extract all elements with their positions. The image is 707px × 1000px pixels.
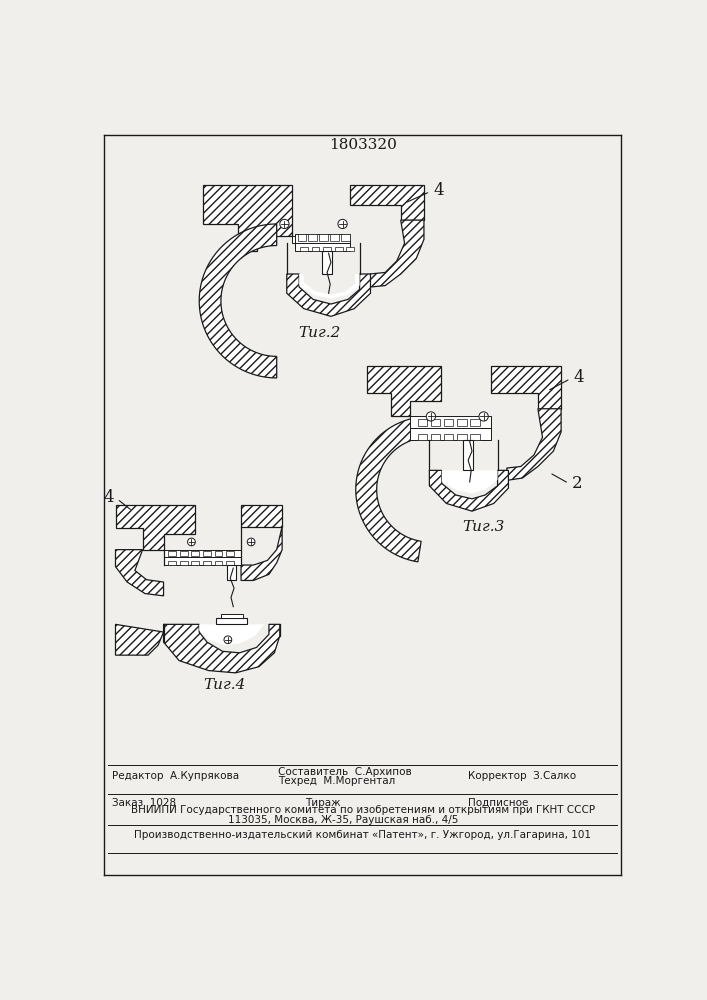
Bar: [335, 247, 343, 251]
Bar: [410, 416, 491, 428]
Text: ВНИИПИ Государственного комитета по изобретениям и открытиям при ГКНТ СССР: ВНИИПИ Государственного комитета по изоб…: [131, 805, 595, 815]
Circle shape: [280, 219, 289, 229]
Bar: [323, 247, 331, 251]
Bar: [216, 618, 247, 624]
Bar: [444, 419, 453, 426]
Polygon shape: [351, 185, 424, 220]
Bar: [298, 234, 306, 241]
Text: 4: 4: [103, 489, 114, 506]
Polygon shape: [115, 550, 163, 596]
Bar: [227, 565, 236, 580]
Bar: [330, 234, 339, 241]
Bar: [320, 234, 328, 241]
Bar: [308, 234, 317, 241]
Bar: [341, 234, 349, 241]
Bar: [295, 243, 351, 251]
Text: Τиг.4: Τиг.4: [203, 678, 245, 692]
Text: 4: 4: [573, 369, 584, 386]
Text: Τиг.2: Τиг.2: [298, 326, 341, 340]
Bar: [215, 561, 223, 565]
Polygon shape: [368, 366, 441, 416]
Bar: [418, 434, 427, 440]
Polygon shape: [370, 220, 424, 287]
Bar: [410, 428, 491, 440]
Bar: [203, 561, 211, 565]
Polygon shape: [507, 409, 561, 480]
Polygon shape: [115, 505, 194, 550]
Bar: [464, 440, 473, 470]
Bar: [470, 419, 480, 426]
Text: Подписное: Подписное: [468, 798, 529, 808]
Circle shape: [338, 219, 347, 229]
Bar: [203, 551, 211, 556]
Bar: [431, 419, 440, 426]
Text: Составитель  С.Архипов: Составитель С.Архипов: [279, 767, 412, 777]
Bar: [444, 434, 453, 440]
Bar: [300, 247, 308, 251]
Bar: [168, 551, 176, 556]
Bar: [192, 551, 199, 556]
Text: Корректор  З.Салко: Корректор З.Салко: [468, 771, 576, 781]
Text: Заказ  1028: Заказ 1028: [112, 798, 176, 808]
Polygon shape: [241, 527, 282, 580]
Polygon shape: [115, 624, 163, 655]
Polygon shape: [491, 366, 561, 409]
Polygon shape: [442, 470, 498, 493]
Polygon shape: [287, 274, 370, 316]
Polygon shape: [163, 624, 280, 673]
Text: 1803320: 1803320: [329, 138, 397, 152]
Polygon shape: [199, 224, 276, 378]
Text: 2: 2: [572, 475, 583, 492]
Text: Техред  М.Моргентал: Техред М.Моргентал: [279, 776, 395, 786]
Bar: [470, 434, 480, 440]
Bar: [312, 247, 320, 251]
Polygon shape: [299, 274, 360, 299]
Polygon shape: [199, 624, 264, 645]
Bar: [295, 234, 351, 243]
Text: 113035, Москва, Ж-35, Раушская наб., 4/5: 113035, Москва, Ж-35, Раушская наб., 4/5: [228, 815, 458, 825]
Text: 4: 4: [433, 182, 444, 199]
Circle shape: [224, 636, 232, 644]
Text: Τиг.3: Τиг.3: [462, 520, 505, 534]
Bar: [431, 434, 440, 440]
Bar: [163, 550, 241, 557]
Polygon shape: [203, 185, 292, 251]
Text: Тираж: Тираж: [305, 798, 341, 808]
Polygon shape: [356, 417, 421, 562]
Circle shape: [247, 538, 255, 546]
Bar: [163, 557, 241, 565]
Bar: [226, 561, 234, 565]
Bar: [180, 561, 187, 565]
Circle shape: [187, 538, 195, 546]
Bar: [168, 561, 176, 565]
Bar: [226, 551, 234, 556]
Bar: [221, 614, 243, 618]
Bar: [457, 434, 467, 440]
Bar: [322, 251, 332, 274]
Text: Редактор  А.Купрякова: Редактор А.Купрякова: [112, 771, 239, 781]
Text: Производственно-издательский комбинат «Патент», г. Ужгород, ул.Гагарина, 101: Производственно-издательский комбинат «П…: [134, 830, 591, 840]
Bar: [457, 419, 467, 426]
Bar: [418, 419, 427, 426]
Bar: [192, 561, 199, 565]
Bar: [346, 247, 354, 251]
Polygon shape: [429, 470, 508, 511]
Polygon shape: [241, 505, 282, 527]
Circle shape: [426, 412, 436, 421]
Circle shape: [479, 412, 489, 421]
Bar: [180, 551, 187, 556]
Polygon shape: [292, 235, 351, 243]
Bar: [215, 551, 223, 556]
